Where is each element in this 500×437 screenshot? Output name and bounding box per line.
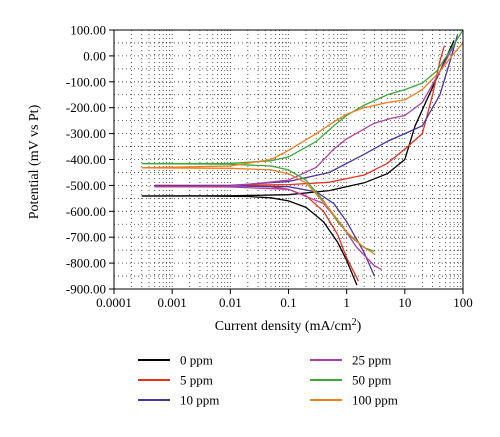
- axis-ticks: [109, 29, 464, 294]
- legend-label-50-ppm: 50 ppm: [352, 373, 391, 388]
- legend-label-25-ppm: 25 ppm: [352, 353, 391, 368]
- y-tick-labels: 100.00 0.00 -100.00 -200.00 -300.00 -400.00 -5…: [66, 23, 106, 297]
- series-10-ppm-cathodic-line: [154, 185, 375, 277]
- legend-label-5-ppm: 5 ppm: [180, 373, 213, 388]
- y-tick-label: -900.00: [66, 282, 106, 297]
- legend-label-100-ppm: 100 ppm: [352, 393, 398, 408]
- series-5-ppm-anodic-line: [154, 45, 446, 187]
- x-tick-label: 1: [343, 295, 350, 310]
- series-0-ppm-cathodic-line: [141, 195, 358, 286]
- x-tick-label: 0.001: [158, 295, 187, 310]
- y-tick-label: -800.00: [66, 256, 106, 271]
- y-tick-label: -400.00: [66, 152, 106, 167]
- series-25-ppm-anodic-line: [154, 45, 455, 188]
- y-tick-label: -600.00: [66, 204, 106, 219]
- series-lines: [141, 29, 464, 286]
- x-tick-label: 0.01: [219, 295, 242, 310]
- legend: 0 ppm 5 ppm 10 ppm 25 ppm 50 ppm 100 ppm: [138, 353, 398, 408]
- series-0-ppm-anodic-line: [141, 40, 455, 197]
- grid: [113, 29, 463, 290]
- x-axis-title-superscript: 2: [352, 317, 357, 328]
- y-tick-label: -200.00: [66, 100, 106, 115]
- series-25-ppm-cathodic-line: [154, 186, 383, 271]
- series-100-ppm-anodic-line: [141, 42, 464, 169]
- legend-label-0-ppm: 0 ppm: [180, 353, 213, 368]
- x-tick-label: 0.1: [280, 295, 296, 310]
- x-tick-label: 10: [398, 295, 411, 310]
- x-tick-labels: 0.0001 0.001 0.01 0.1 1 10 100: [96, 295, 473, 310]
- x-axis-title: Current density (mA/cm2): [215, 317, 362, 335]
- y-tick-label: 100.00: [70, 23, 106, 38]
- series-100-ppm-cathodic-line: [141, 167, 375, 255]
- legend-label-10-ppm: 10 ppm: [180, 393, 219, 408]
- y-tick-label: 0.00: [83, 48, 106, 63]
- y-tick-label: -300.00: [66, 126, 106, 141]
- y-axis-title: Potential (mV vs Pt): [27, 104, 42, 219]
- y-tick-label: -700.00: [66, 230, 106, 245]
- y-tick-label: -100.00: [66, 74, 106, 89]
- x-tick-label: 100: [453, 295, 473, 310]
- y-tick-label: -500.00: [66, 178, 106, 193]
- x-tick-label: 0.0001: [96, 295, 132, 310]
